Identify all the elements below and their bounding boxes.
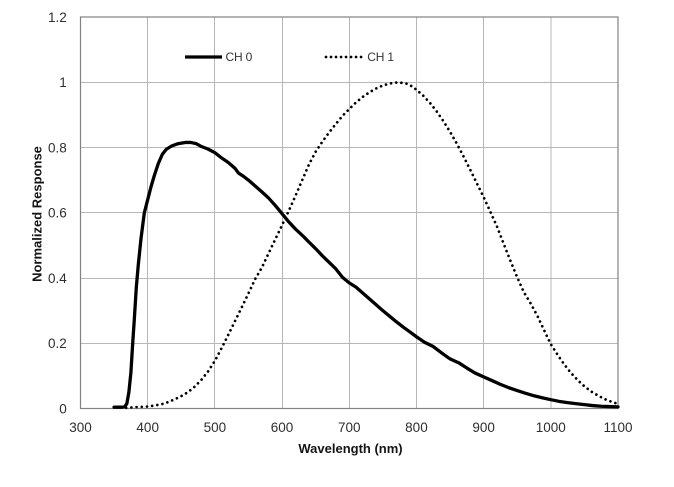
svg-text:0.8: 0.8 xyxy=(48,140,67,155)
svg-text:Wavelength (nm): Wavelength (nm) xyxy=(298,441,402,456)
svg-text:1: 1 xyxy=(59,75,67,90)
svg-text:300: 300 xyxy=(69,420,92,435)
svg-text:1.2: 1.2 xyxy=(48,10,67,25)
svg-text:900: 900 xyxy=(472,420,495,435)
svg-text:CH 0: CH 0 xyxy=(226,50,253,64)
svg-text:0.2: 0.2 xyxy=(48,336,67,351)
svg-text:CH 1: CH 1 xyxy=(367,50,394,64)
svg-text:1100: 1100 xyxy=(603,420,632,435)
svg-text:0.4: 0.4 xyxy=(48,271,67,286)
svg-text:400: 400 xyxy=(136,420,159,435)
svg-text:Normalized Response: Normalized Response xyxy=(30,146,45,282)
svg-text:0: 0 xyxy=(59,401,67,416)
svg-text:0.6: 0.6 xyxy=(48,206,67,221)
svg-text:800: 800 xyxy=(405,420,428,435)
svg-text:700: 700 xyxy=(338,420,361,435)
svg-text:600: 600 xyxy=(271,420,294,435)
svg-text:500: 500 xyxy=(204,420,227,435)
svg-text:1000: 1000 xyxy=(536,420,566,435)
